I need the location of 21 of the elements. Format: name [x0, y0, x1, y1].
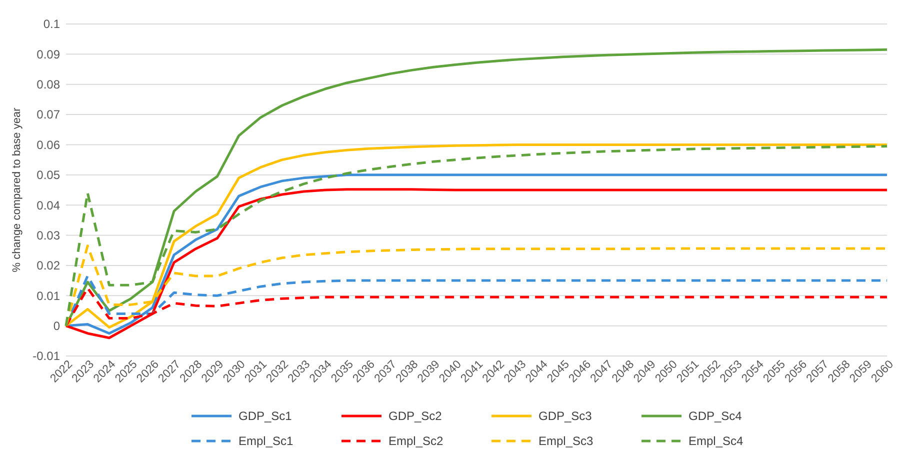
- legend-label: Empl_Sc2: [388, 434, 444, 448]
- legend-label: GDP_Sc1: [238, 409, 292, 424]
- y-tick-label: 0.06: [36, 138, 60, 152]
- y-tick-label: 0.08: [36, 78, 60, 92]
- legend-label: Empl_Sc1: [238, 434, 294, 448]
- y-tick-label: 0.07: [36, 108, 60, 122]
- y-tick-label: 0.1: [43, 17, 60, 32]
- y-axis-title: % change compared to base year: [11, 107, 23, 272]
- legend-label: Empl_Sc3: [538, 434, 594, 448]
- legend-label: GDP_Sc3: [538, 409, 592, 424]
- y-tick-label: 0.05: [36, 168, 60, 182]
- legend-label: Empl_Sc4: [688, 434, 744, 448]
- legend-label: GDP_Sc2: [388, 409, 442, 424]
- y-tick-label: 0.02: [36, 258, 60, 273]
- y-tick-label: 0.09: [36, 47, 60, 62]
- y-tick-label: 0: [53, 319, 60, 334]
- legend-label: GDP_Sc4: [688, 409, 742, 424]
- y-tick-label: 0.03: [36, 228, 60, 242]
- y-tick-label: 0.04: [36, 198, 60, 212]
- y-tick-label: -0.01: [32, 349, 60, 364]
- y-tick-label: 0.01: [36, 288, 60, 303]
